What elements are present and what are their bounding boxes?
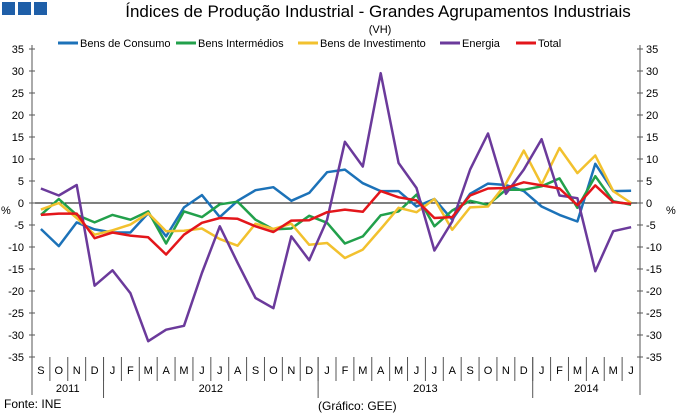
month-label: O — [55, 365, 64, 377]
legend-item: Total — [516, 38, 561, 50]
y-tick-label-right: 0 — [646, 198, 652, 210]
month-label: M — [179, 365, 188, 377]
logo — [2, 2, 47, 15]
series-total — [40, 181, 632, 256]
month-label: J — [217, 365, 223, 377]
legend-label: Bens Intermédios — [198, 38, 284, 50]
axes: 35 35 30 30 25 25 20 20 15 15 10 10 5 5 0 0 -5 -5 -10 -10 -1… — [8, 44, 662, 398]
legend-item: Bens de Investimento — [298, 38, 426, 50]
y-tick-label-right: -25 — [646, 308, 662, 320]
y-tick-label-left: 0 — [18, 198, 24, 210]
month-label: A — [234, 365, 242, 377]
year-label: 2011 — [56, 383, 80, 395]
y-tick-label-right: 15 — [646, 132, 658, 144]
series-lines — [40, 71, 632, 343]
series-energia — [40, 71, 632, 343]
year-label: 2012 — [199, 383, 223, 395]
y-axis-label-right: % — [666, 205, 676, 217]
logo-square — [2, 2, 15, 15]
y-tick-label-left: 35 — [12, 44, 24, 56]
chart-title: Índices de Produção Industrial - Grandes… — [125, 2, 631, 21]
month-label: D — [305, 365, 313, 377]
y-tick-label-left: -35 — [8, 352, 24, 364]
month-label: J — [199, 365, 205, 377]
month-label: J — [324, 365, 330, 377]
legend-label: Energia — [462, 38, 501, 50]
month-label: O — [269, 365, 278, 377]
month-label: O — [484, 365, 493, 377]
logo-square — [18, 2, 31, 15]
y-tick-label-right: 10 — [646, 154, 658, 166]
y-tick-label-left: -25 — [8, 308, 24, 320]
month-label: S — [252, 365, 259, 377]
y-tick-label-left: -5 — [14, 220, 24, 232]
y-tick-label-left: 25 — [12, 88, 24, 100]
legend: Bens de Consumo Bens Intermédios Bens de I… — [58, 38, 561, 50]
y-axis-label-left: % — [1, 205, 11, 217]
year-label: 2014 — [574, 383, 598, 395]
legend-item: Bens de Consumo — [58, 38, 171, 50]
month-label: A — [377, 365, 385, 377]
source-note: Fonte: INE — [4, 397, 61, 411]
y-tick-label-left: 30 — [12, 66, 24, 78]
y-tick-label-right: 35 — [646, 44, 658, 56]
month-label: S — [37, 365, 44, 377]
y-tick-label-right: 5 — [646, 176, 652, 188]
month-label: J — [432, 365, 438, 377]
y-tick-label-left: -15 — [8, 264, 24, 276]
credit-note: (Gráfico: GEE) — [318, 399, 397, 413]
month-label: A — [162, 365, 170, 377]
month-label: D — [91, 365, 99, 377]
y-tick-label-right: -15 — [646, 264, 662, 276]
month-label: M — [394, 365, 403, 377]
month-label: J — [539, 365, 545, 377]
month-label: J — [628, 365, 634, 377]
legend-label: Bens de Consumo — [80, 38, 171, 50]
y-tick-label-right: -20 — [646, 286, 662, 298]
y-tick-label-left: -30 — [8, 330, 24, 342]
legend-item: Energia — [440, 38, 501, 50]
month-label: M — [609, 365, 618, 377]
month-label: M — [144, 365, 153, 377]
y-tick-label-right: -30 — [646, 330, 662, 342]
month-label: N — [287, 365, 295, 377]
series-line — [40, 146, 632, 260]
month-label: N — [502, 365, 510, 377]
month-label: J — [414, 365, 420, 377]
month-label: M — [573, 365, 582, 377]
y-tick-label-left: 5 — [18, 176, 24, 188]
series-line — [40, 71, 632, 343]
y-tick-label-right: -5 — [646, 220, 656, 232]
legend-label: Total — [538, 38, 561, 50]
chart-subtitle: (VH) — [369, 24, 392, 36]
y-tick-label-right: 30 — [646, 66, 658, 78]
y-tick-label-right: 25 — [646, 88, 658, 100]
y-tick-label-left: -20 — [8, 286, 24, 298]
month-label: D — [520, 365, 528, 377]
y-tick-label-right: -10 — [646, 242, 662, 254]
y-tick-label-right: -35 — [646, 352, 662, 364]
month-label: J — [110, 365, 116, 377]
month-label: S — [466, 365, 473, 377]
y-tick-label-right: 20 — [646, 110, 658, 122]
y-tick-label-left: 10 — [12, 154, 24, 166]
legend-label: Bens de Investimento — [320, 38, 426, 50]
series-line — [40, 162, 632, 248]
month-label: A — [592, 365, 600, 377]
series-line — [40, 181, 632, 256]
month-label: A — [449, 365, 457, 377]
month-label: F — [127, 365, 134, 377]
logo-square — [34, 2, 47, 15]
series-line — [40, 174, 632, 245]
legend-item: Bens Intermédios — [176, 38, 284, 50]
year-label: 2013 — [413, 383, 437, 395]
y-tick-label-left: -10 — [8, 242, 24, 254]
month-label: F — [556, 365, 563, 377]
month-label: M — [358, 365, 367, 377]
month-label: F — [342, 365, 349, 377]
y-tick-label-left: 20 — [12, 110, 24, 122]
month-label: N — [73, 365, 81, 377]
y-tick-label-left: 15 — [12, 132, 24, 144]
